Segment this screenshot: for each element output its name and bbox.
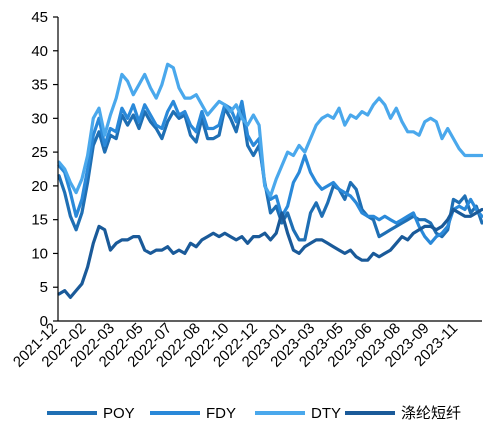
y-tick-label: 15 <box>31 212 48 229</box>
legend-label: DTY <box>311 405 341 422</box>
x-axis-ticks: 2021-122022-022022-032022-052022-072022-… <box>10 320 461 371</box>
y-axis-ticks: 0 5 10 15 20 25 30 35 40 45 <box>31 9 58 330</box>
y-tick-label: 5 <box>40 279 48 296</box>
y-tick-label: 0 <box>40 313 48 330</box>
series-line-1 <box>57 99 483 245</box>
legend-label: FDY <box>206 405 236 422</box>
legend: POY FDY DTY 涤纶短纤 <box>47 405 461 422</box>
y-tick-label: 20 <box>31 178 48 195</box>
legend-label: 涤纶短纤 <box>401 405 461 422</box>
y-tick-label: 30 <box>31 110 48 127</box>
y-tick-label: 10 <box>31 245 48 262</box>
series-line-3 <box>57 207 483 299</box>
legend-label: POY <box>103 405 135 422</box>
y-tick-label: 40 <box>31 43 48 60</box>
series-line-2 <box>57 62 483 198</box>
y-tick-label: 45 <box>31 9 48 26</box>
series-line-0 <box>57 106 483 242</box>
series-lines <box>57 62 483 299</box>
y-tick-label: 25 <box>31 144 48 161</box>
y-tick-label: 35 <box>31 77 48 94</box>
